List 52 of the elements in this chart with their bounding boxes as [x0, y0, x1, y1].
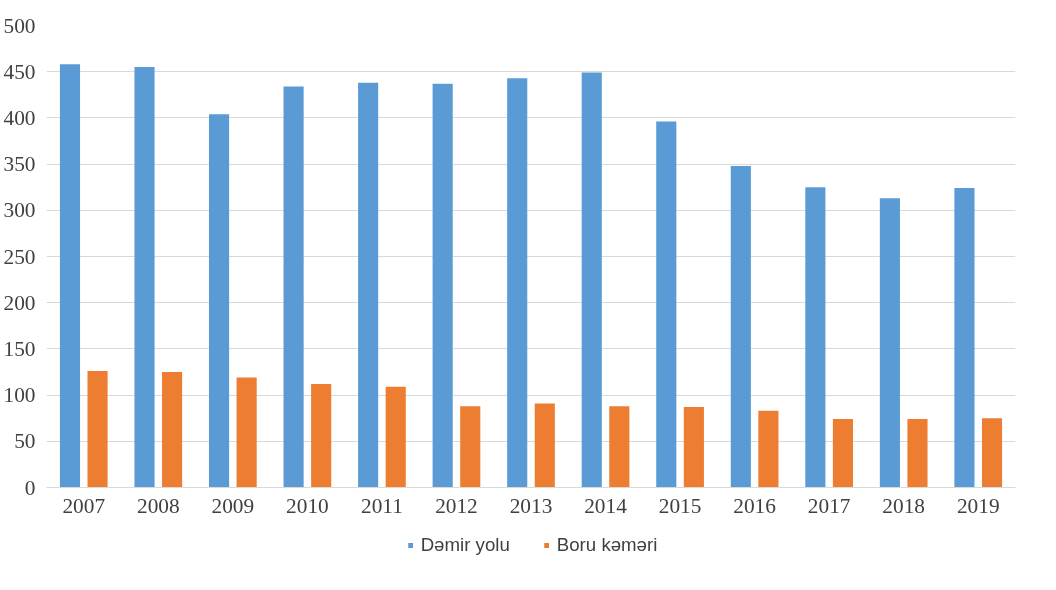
- bar: [907, 419, 928, 488]
- bar: [59, 64, 81, 488]
- x-tick-label: 2008: [136, 493, 180, 518]
- legend-label: Boru kəməri: [556, 534, 658, 556]
- y-tick-label: 0: [24, 475, 36, 500]
- bar: [609, 406, 630, 488]
- x-tick-label: 2007: [62, 493, 106, 518]
- y-tick-label: 250: [3, 244, 36, 269]
- y-tick-label: 50: [14, 429, 36, 454]
- y-tick-label: 100: [3, 383, 36, 408]
- bar: [236, 377, 257, 488]
- bar: [758, 410, 779, 488]
- x-tick-label: 2019: [956, 493, 1000, 518]
- x-tick-label: 2012: [435, 493, 478, 518]
- y-tick-label: 500: [3, 13, 36, 38]
- x-tick-label: 2014: [584, 493, 628, 518]
- bar: [534, 403, 555, 488]
- bar: [358, 82, 379, 488]
- x-tick-label: 2009: [211, 493, 255, 518]
- x-tick-label: 2013: [509, 493, 553, 518]
- bar: [879, 198, 900, 488]
- y-tick-label: 300: [3, 198, 36, 223]
- x-tick-label: 2017: [807, 493, 851, 518]
- x-tick-label: 2010: [286, 493, 329, 518]
- bar: [283, 86, 304, 488]
- y-tick-label: 350: [3, 152, 36, 177]
- bar: [981, 418, 1003, 488]
- y-tick-label: 200: [3, 290, 36, 315]
- bar: [460, 406, 481, 488]
- bar: [954, 188, 975, 488]
- x-tick-label: 2011: [360, 493, 403, 518]
- bar: [432, 83, 453, 488]
- bar: [87, 371, 108, 488]
- bar: [683, 407, 704, 488]
- y-tick-label: 150: [3, 336, 36, 361]
- bar: [656, 121, 677, 488]
- bar: [385, 386, 406, 488]
- bar: [581, 72, 602, 488]
- bar: [730, 165, 751, 488]
- x-tick-label: 2016: [733, 493, 777, 518]
- bar: [134, 67, 155, 488]
- bar: [162, 372, 183, 488]
- x-tick-label: 2018: [882, 493, 926, 518]
- bar: [311, 384, 332, 488]
- bar: [507, 78, 528, 488]
- legend-label: Dəmir yolu: [420, 534, 510, 556]
- y-tick-label: 450: [3, 59, 36, 84]
- x-tick-label: 2015: [658, 493, 702, 518]
- bar: [832, 419, 854, 488]
- y-tick-label: 400: [3, 105, 36, 130]
- bar: [805, 187, 826, 488]
- bar: [208, 114, 230, 488]
